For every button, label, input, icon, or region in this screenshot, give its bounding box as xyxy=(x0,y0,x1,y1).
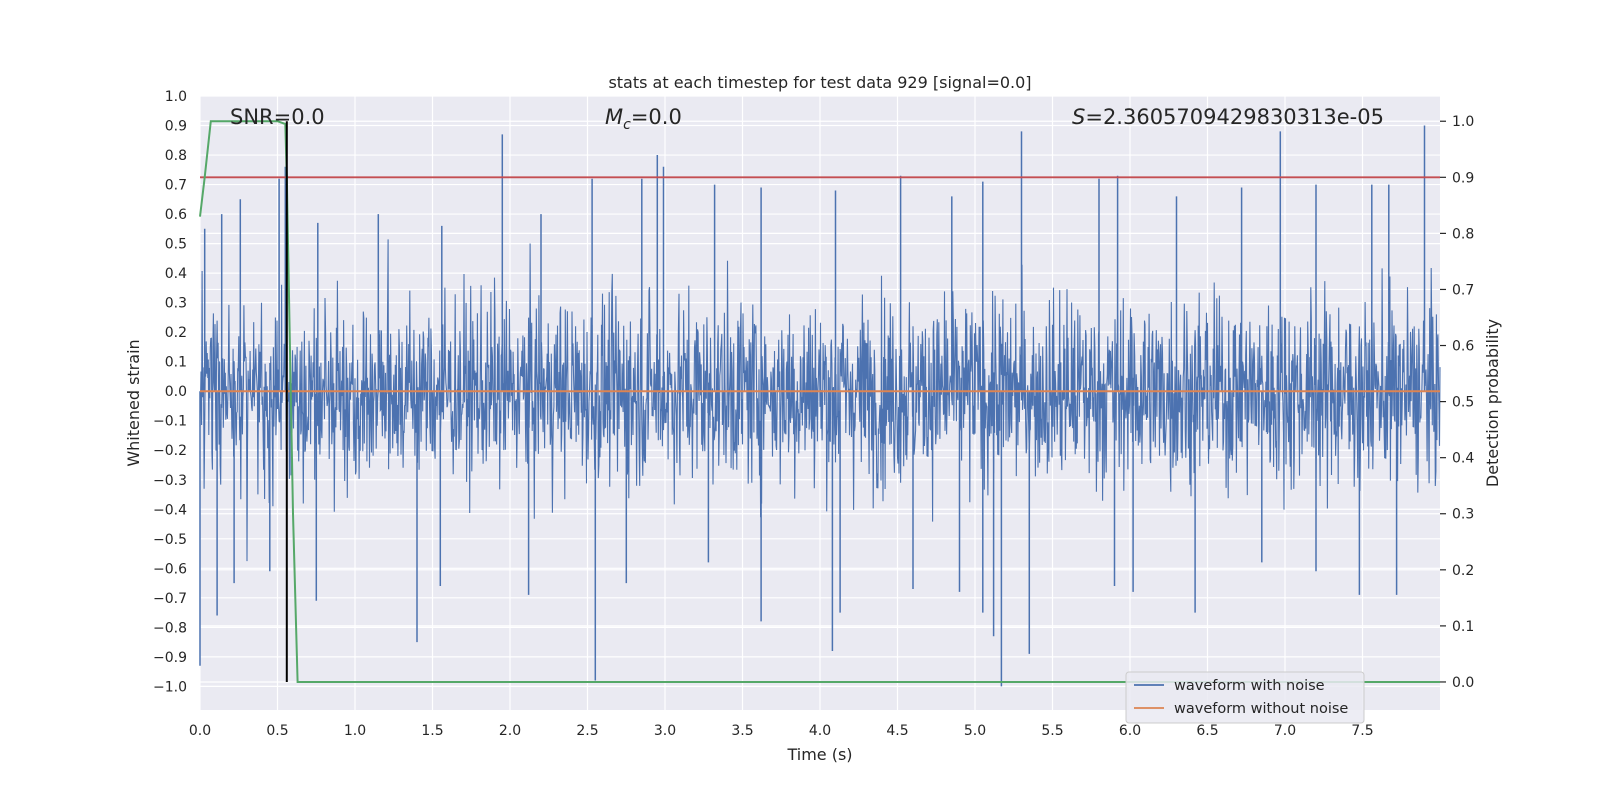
x-tick-label: 2.5 xyxy=(576,723,598,739)
y-left-tick-label: 0.0 xyxy=(165,384,187,400)
y-left-tick-label: 0.3 xyxy=(165,296,187,312)
series-detection-probability xyxy=(199,120,1440,683)
legend-box xyxy=(1125,671,1365,724)
series-waveform-with-noise-spikes xyxy=(199,125,1426,687)
legend-label-waveform-without-noise: waveform without noise xyxy=(1174,701,1348,717)
s-value: =2.3605709429830313e-05 xyxy=(1085,105,1384,129)
y-right-tick-label: 0.0 xyxy=(1452,675,1474,691)
y-left-tick-label: 0.2 xyxy=(165,325,187,341)
x-tick-label: 3.5 xyxy=(731,723,753,739)
series-waveform-with-noise xyxy=(199,239,1441,562)
y-left-tick-label: −0.7 xyxy=(153,591,187,607)
s-symbol: S xyxy=(1072,105,1085,129)
y-left-tick-label: 0.9 xyxy=(165,119,187,135)
legend: waveform with noise waveform without noi… xyxy=(1125,671,1365,724)
x-tick-label: 3.0 xyxy=(654,723,676,739)
y-right-tick-label: 0.7 xyxy=(1452,282,1474,298)
s-annotation: S=2.3605709429830313e-05 xyxy=(1072,105,1384,129)
y-left-tick-label: 0.8 xyxy=(165,148,187,164)
chirp-mass-annotation: Mc=0.0 xyxy=(605,105,682,133)
y-axis-left-label: Whitened strain xyxy=(124,339,143,466)
x-tick-label: 4.5 xyxy=(886,723,908,739)
x-tick-label: 0.5 xyxy=(266,723,288,739)
y-right-tick-label: 0.6 xyxy=(1452,339,1474,355)
x-tick-label: 7.0 xyxy=(1274,723,1296,739)
chirp-mass-value: =0.0 xyxy=(631,105,682,129)
chirp-mass-subscript: c xyxy=(623,117,631,133)
y-left-tick-label: −0.9 xyxy=(153,650,187,666)
snr-annotation: SNR=0.0 xyxy=(230,105,325,129)
y-left-tick-label: −1.0 xyxy=(153,679,187,695)
y-right-tick-label: 0.8 xyxy=(1452,226,1474,242)
y-left-tick-label: 1.0 xyxy=(165,89,187,105)
y-right-tick-label: 1.0 xyxy=(1452,114,1474,130)
chirp-mass-symbol: M xyxy=(605,105,623,129)
y-left-tick-label: −0.2 xyxy=(153,443,187,459)
x-axis-ticks: 0.0 0.5 1.0 1.5 2.0 2.5 3.0 3.5 4.0 4.5 5.0 5.5 6.0 6… xyxy=(189,723,1374,739)
y-right-tick-label: 0.2 xyxy=(1452,563,1474,579)
y-axis-right-label: Detection probability xyxy=(1483,319,1502,487)
y-left-tick-label: 0.5 xyxy=(165,237,187,253)
y-left-tick-label: 0.6 xyxy=(165,207,187,223)
x-tick-label: 7.5 xyxy=(1351,723,1373,739)
x-tick-label: 2.0 xyxy=(499,723,521,739)
x-tick-label: 6.5 xyxy=(1196,723,1218,739)
y-left-tick-label: −0.5 xyxy=(153,532,187,548)
y-axis-left-ticks: 1.0 0.9 0.8 0.7 0.6 0.5 0.4 0.3 0.2 0.1 0.0 −0.1 −0.… xyxy=(153,89,187,695)
x-tick-label: 5.0 xyxy=(964,723,986,739)
x-tick-label: 1.0 xyxy=(344,723,366,739)
y-axis-right-ticks: 1.0 0.9 0.8 0.7 0.6 0.5 0.4 0.3 0.2 0.1 0.0 xyxy=(1440,114,1474,691)
x-tick-label: 1.5 xyxy=(421,723,443,739)
y-left-tick-label: −0.1 xyxy=(153,414,187,430)
data-layer xyxy=(199,120,1441,687)
x-tick-label: 6.0 xyxy=(1119,723,1141,739)
x-tick-label: 0.0 xyxy=(189,723,211,739)
x-axis-label: Time (s) xyxy=(786,745,852,764)
y-left-tick-label: 0.4 xyxy=(165,266,187,282)
y-right-tick-label: 0.1 xyxy=(1452,619,1474,635)
y-right-tick-label: 0.3 xyxy=(1452,507,1474,523)
y-right-tick-label: 0.5 xyxy=(1452,395,1474,411)
y-left-tick-label: −0.8 xyxy=(153,620,187,636)
y-left-tick-label: 0.1 xyxy=(165,355,187,371)
y-right-tick-label: 0.4 xyxy=(1452,451,1474,467)
y-left-tick-label: −0.4 xyxy=(153,502,187,518)
x-tick-label: 5.5 xyxy=(1041,723,1063,739)
y-left-tick-label: −0.6 xyxy=(153,561,187,577)
chart-title: stats at each timestep for test data 929… xyxy=(608,73,1031,92)
x-tick-label: 4.0 xyxy=(809,723,831,739)
y-left-tick-label: −0.3 xyxy=(153,473,187,489)
y-right-tick-label: 0.9 xyxy=(1452,170,1474,186)
y-left-tick-label: 0.7 xyxy=(165,178,187,194)
legend-label-waveform-with-noise: waveform with noise xyxy=(1174,678,1325,694)
